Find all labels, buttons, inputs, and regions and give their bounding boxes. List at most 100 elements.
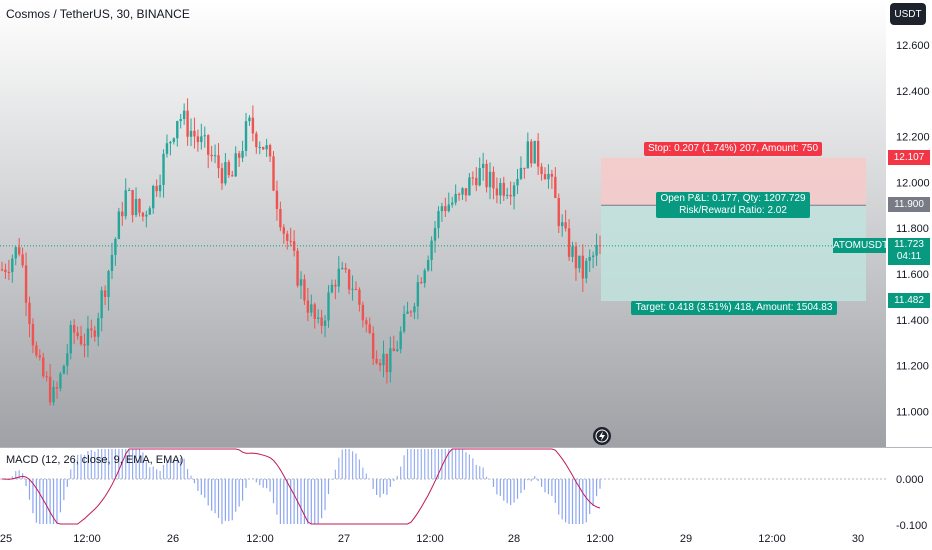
candle-down [28,296,31,338]
candle-body [344,267,347,270]
candle-body [0,269,4,271]
candle-up [241,140,244,163]
candle-body [282,227,286,234]
candle-up [595,233,598,266]
candle-body [255,133,258,148]
candle-up [447,192,450,213]
currency-button[interactable]: USDT [890,3,926,25]
candle-body [186,110,189,137]
candle-body [392,348,395,352]
candle-body [17,247,21,255]
candle-down [17,237,21,257]
candle-down [392,335,395,352]
candle-up [591,251,595,269]
candle-up [172,137,176,145]
candle-body [227,162,231,176]
candle-up [396,340,399,352]
candle-body [261,147,265,150]
candle-body [451,202,454,205]
candle-down [368,317,371,335]
candle-body [327,292,330,321]
candle-up [468,173,471,196]
candle-body [265,145,268,150]
candle-body [581,255,585,279]
candle-up [571,241,574,263]
candle-down [4,263,7,279]
candle-down [347,268,351,295]
candle-down [7,259,11,281]
candle-up [426,255,430,272]
candle-body [42,357,45,377]
candle-up [52,380,55,406]
candle-body [258,147,261,149]
candle-down [155,179,158,197]
candle-body [550,173,554,177]
candle-down [103,285,107,306]
candle-body [11,258,14,273]
candle-down [540,163,543,181]
chart-title: Cosmos / TetherUS, 30, BINANCE [6,7,190,21]
candle-up [499,178,502,205]
candle-up [341,261,344,270]
candle-up [327,285,330,328]
candle-up [100,286,103,332]
candle-down [509,181,512,205]
candle-body [196,136,200,143]
candle-body [351,288,354,290]
candle-body [433,228,437,241]
candle-up [488,162,492,200]
candle-body [172,138,176,142]
lightning-icon [599,431,605,441]
candle-up [578,255,581,273]
candle-body [107,271,110,298]
candle-down [420,277,423,285]
candle-up [413,302,416,320]
candle-body [268,145,272,157]
symbol-badge[interactable]: ATOMUSDT [833,238,889,253]
candle-body [585,260,588,279]
target-zone [601,205,866,302]
candle-body [141,212,145,217]
target-label[interactable]: Target: 0.418 (3.51%) 418, Amount: 1504.… [631,301,837,315]
candle-down [279,201,282,232]
candle-down [217,143,220,179]
candle-body [100,290,103,319]
candle-down [31,318,35,353]
candle-body [347,269,351,290]
candle-down [261,146,265,151]
candle-up [265,138,268,157]
candle-body [306,300,310,313]
candle-down [83,333,86,358]
macd-signal-line [1,448,601,525]
macd-indicator-title[interactable]: MACD (12, 26, close, 9, EMA, EMA) [6,454,184,466]
candle-body [55,387,59,389]
candle-up [337,256,341,293]
replay-button[interactable] [593,427,611,445]
candle-down [361,301,365,328]
candle-down [536,133,540,176]
candle-body [471,177,475,179]
candle-up [224,153,227,186]
candle-body [402,313,406,332]
candle-body [138,198,141,213]
stop-label[interactable]: Stop: 0.207 (1.74%) 207, Amount: 750 [644,142,822,156]
candle-up [148,206,151,215]
candle-up [351,275,354,301]
candle-body [444,206,447,212]
candle-down [354,281,358,291]
candle-body [296,250,299,286]
candle-body [234,153,237,177]
candle-down [557,193,560,234]
candle-up [451,196,454,208]
candle-up [519,156,523,181]
time-tick-label: 30 [852,533,864,545]
candle-body [406,311,409,314]
candle-body [289,240,292,242]
open-pnl-label[interactable]: Open P&L: 0.177, Qty: 1207.729 Risk/Rewa… [656,192,810,218]
candle-body [485,163,488,188]
candle-down [365,317,368,333]
price-tick-label: 11.000 [896,406,929,418]
candle-up [588,249,591,273]
